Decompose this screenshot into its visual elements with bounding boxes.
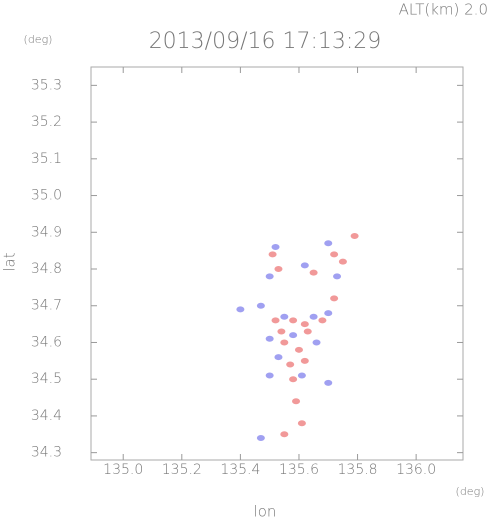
echo-point [324, 310, 333, 317]
echo-point [280, 313, 289, 320]
echo-point [333, 273, 342, 280]
x-tick-label: 135.2 [162, 462, 202, 478]
chart-title: 2013/09/16 17:13:29 [149, 29, 382, 54]
echo-point [289, 332, 298, 339]
x-tick-label: 135.4 [220, 462, 260, 478]
echo-point [265, 335, 274, 342]
x-tick-label: 135.0 [103, 462, 143, 478]
y-tick-label: 34.6 [31, 334, 62, 350]
y-tick-label: 34.9 [31, 224, 62, 240]
echo-point [236, 306, 245, 313]
y-tick-label: 35.1 [31, 151, 62, 167]
echo-point [280, 339, 289, 346]
plot-frame [90, 66, 464, 461]
y-tick-label: 34.5 [31, 371, 62, 387]
y-tick-label: 35.2 [31, 114, 62, 130]
echo-point [338, 258, 347, 265]
echo-point [265, 372, 274, 379]
echo-point [256, 302, 265, 309]
echo-point [300, 262, 309, 269]
altitude-annotation: ALT(km) 2.0 [399, 1, 488, 19]
echo-point [350, 232, 359, 239]
echo-point [297, 420, 306, 427]
y-tick-label: 35.3 [31, 77, 62, 93]
echo-point [297, 372, 306, 379]
y-tick-label: 34.7 [31, 298, 62, 314]
echo-point [280, 431, 289, 438]
echo-point [265, 273, 274, 280]
x-unit: (deg) [456, 485, 485, 498]
y-axis-label: lat [1, 252, 19, 271]
echo-point [330, 251, 339, 258]
y-tick-label: 34.3 [31, 445, 62, 461]
echo-point [294, 346, 303, 353]
echo-point [274, 354, 283, 361]
echo-point [324, 240, 333, 247]
x-axis-label: lon [254, 503, 277, 521]
echo-point [256, 434, 265, 441]
echo-point [318, 317, 327, 324]
y-tick-label: 35.0 [31, 188, 62, 204]
echo-point [300, 321, 309, 328]
echo-point [289, 376, 298, 383]
x-tick-label: 135.8 [338, 462, 378, 478]
echo-point [330, 295, 339, 302]
echo-point [271, 317, 280, 324]
y-tick-label: 34.4 [31, 408, 62, 424]
echo-point [268, 251, 277, 258]
echo-point [271, 243, 280, 250]
echo-point [309, 313, 318, 320]
echo-point [274, 266, 283, 273]
x-tick-label: 136.0 [396, 462, 436, 478]
echo-point [324, 379, 333, 386]
x-tick-label: 135.6 [279, 462, 319, 478]
echo-point [300, 357, 309, 364]
y-tick-label: 34.8 [31, 261, 62, 277]
y-unit: (deg) [24, 33, 53, 46]
echo-point [312, 339, 321, 346]
echo-point [286, 361, 295, 368]
echo-point [303, 328, 312, 335]
echo-point [292, 398, 301, 405]
echo-point [277, 328, 286, 335]
echo-point [289, 317, 298, 324]
echo-point [309, 269, 318, 276]
